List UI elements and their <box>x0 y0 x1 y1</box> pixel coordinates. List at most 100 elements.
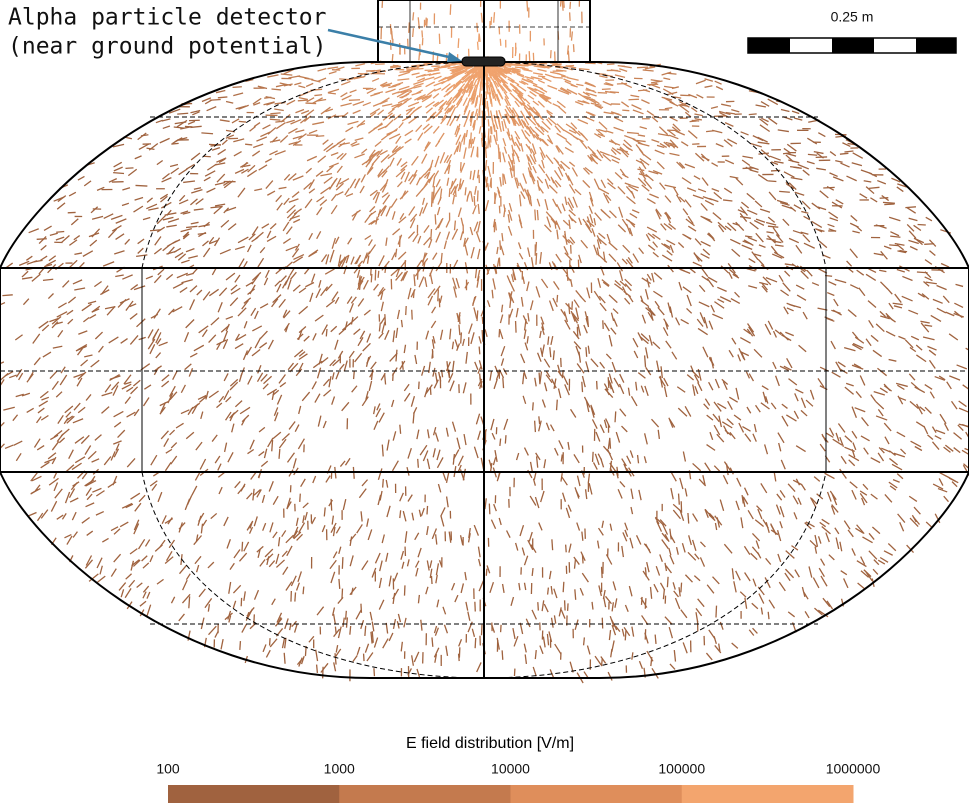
field-arrow <box>211 267 217 276</box>
field-arrow <box>850 215 858 222</box>
field-arrow <box>385 206 392 217</box>
field-arrow <box>611 602 615 612</box>
field-arrow <box>910 335 920 341</box>
field-arrow <box>481 110 484 120</box>
field-arrow <box>380 205 387 217</box>
field-arrow <box>692 194 704 200</box>
field-arrow <box>544 178 550 189</box>
field-arrow <box>682 642 688 654</box>
field-arrow <box>304 198 313 209</box>
field-arrow <box>412 233 419 243</box>
field-arrow <box>723 425 729 435</box>
field-arrow <box>638 489 642 501</box>
field-arrow <box>323 176 333 184</box>
field-arrow <box>132 379 141 387</box>
field-arrow <box>341 80 351 86</box>
field-arrow <box>619 280 627 287</box>
field-arrow <box>524 654 528 664</box>
field-arrow <box>84 479 95 487</box>
field-arrow <box>923 281 930 287</box>
field-arrow <box>673 187 679 196</box>
field-arrow <box>888 481 898 489</box>
field-arrow <box>376 403 381 411</box>
field-arrow <box>630 94 640 98</box>
field-arrow <box>484 498 487 510</box>
field-arrow <box>286 452 295 463</box>
field-arrow <box>576 363 585 374</box>
field-arrow <box>484 329 488 338</box>
field-arrow <box>275 120 285 123</box>
field-arrow <box>265 180 274 190</box>
field-arrow <box>468 527 471 539</box>
field-arrow <box>669 418 676 428</box>
field-arrow <box>554 179 562 188</box>
field-arrow <box>539 62 548 65</box>
field-arrow <box>640 160 647 170</box>
field-arrow <box>254 337 262 349</box>
field-arrow <box>477 378 483 387</box>
field-arrow <box>147 338 156 350</box>
field-arrow <box>489 126 492 134</box>
field-arrow <box>449 178 457 190</box>
field-arrow <box>639 158 650 166</box>
field-arrow <box>423 125 433 134</box>
field-arrow <box>818 567 825 578</box>
field-arrow <box>914 445 923 452</box>
field-arrow <box>369 108 381 115</box>
field-arrow <box>127 168 138 177</box>
field-arrow <box>400 319 404 328</box>
field-arrow <box>712 313 724 320</box>
field-arrow <box>780 459 786 470</box>
field-arrow <box>61 235 70 243</box>
field-arrow <box>499 438 502 447</box>
field-arrow <box>702 346 709 358</box>
field-arrow <box>760 101 770 107</box>
field-arrow <box>591 451 594 462</box>
field-arrow <box>54 488 63 499</box>
field-arrow <box>909 346 917 353</box>
field-arrow <box>436 206 441 216</box>
field-arrow <box>591 151 599 159</box>
field-arrow <box>228 615 232 623</box>
field-arrow <box>962 384 969 391</box>
field-arrow <box>572 128 581 137</box>
field-arrow <box>548 300 554 312</box>
field-arrow <box>741 494 744 504</box>
field-arrow <box>237 485 246 495</box>
field-arrow <box>794 117 803 121</box>
field-arrow <box>552 103 561 108</box>
field-arrow <box>513 635 519 647</box>
field-arrow <box>440 515 445 527</box>
field-arrow <box>302 515 305 524</box>
field-arrow <box>217 96 228 99</box>
field-arrow <box>744 597 748 609</box>
field-arrow <box>666 576 669 588</box>
field-arrow <box>426 171 431 180</box>
field-arrow <box>219 119 230 123</box>
field-arrow <box>298 351 306 357</box>
field-arrow <box>544 199 549 211</box>
field-arrow <box>477 33 480 42</box>
field-arrow <box>797 497 802 506</box>
field-arrow <box>241 161 248 168</box>
field-arrow <box>774 244 784 247</box>
field-arrow <box>478 580 485 592</box>
field-arrow <box>91 308 100 313</box>
field-arrow <box>564 172 570 182</box>
field-arrow <box>627 387 631 396</box>
field-arrow <box>292 175 304 181</box>
vessel-outline <box>0 61 969 679</box>
field-arrow <box>704 462 712 473</box>
field-arrow <box>136 254 148 258</box>
field-arrow <box>702 248 711 256</box>
field-arrow <box>511 67 521 71</box>
field-arrow <box>407 448 412 459</box>
field-arrow <box>748 258 756 264</box>
field-arrow <box>412 28 415 38</box>
field-arrow <box>652 341 661 350</box>
field-arrow <box>823 186 835 189</box>
field-arrow <box>776 493 783 501</box>
field-arrow <box>335 182 344 191</box>
field-arrow <box>738 422 745 433</box>
field-arrow <box>614 598 618 608</box>
